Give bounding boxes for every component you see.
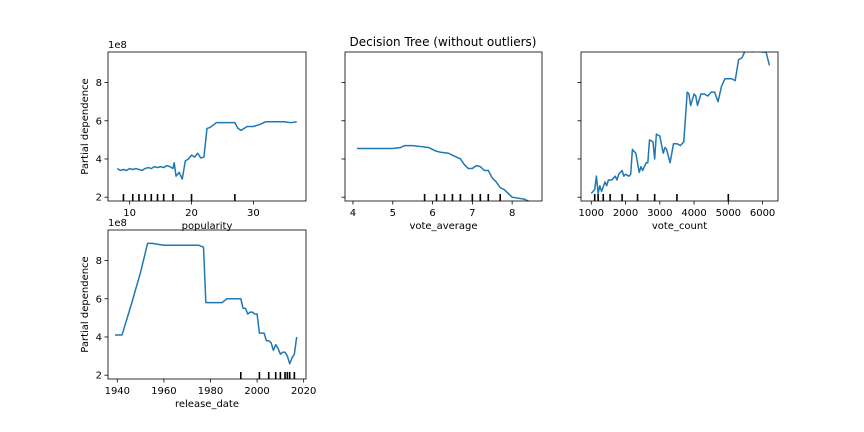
x-tick-label: 4: [350, 208, 356, 219]
partial-dependence-line: [116, 120, 297, 180]
x-tick-label: 10: [123, 208, 136, 219]
x-axis-label: release_date: [175, 399, 239, 410]
x-tick-label: 1960: [151, 386, 176, 397]
partial-dependence-line: [114, 242, 298, 365]
y-offset-label: 1e8: [108, 40, 127, 51]
partial-dependence-line: [590, 52, 771, 195]
panel-vote-average: 4 5 6 7 8 vote_average: [341, 51, 543, 232]
x-tick-label: 6: [429, 208, 435, 219]
x-tick-label: 1940: [105, 386, 130, 397]
y-tick-label: 6: [96, 294, 102, 305]
x-tick-label: 30: [247, 208, 260, 219]
figure-title: Decision Tree (without outliers): [350, 35, 537, 49]
x-tick-label: 2020: [291, 386, 316, 397]
y-tick-label: 2: [96, 193, 102, 204]
y-tick-label: 4: [96, 154, 102, 165]
x-tick-label: 5000: [716, 208, 741, 219]
x-tick-label: 5: [390, 208, 396, 219]
x-tick-label: 6000: [750, 208, 775, 219]
y-tick-label: 4: [96, 332, 102, 343]
x-tick-label: 2000: [613, 208, 638, 219]
x-tick-label: 8: [509, 208, 515, 219]
axes-frame: [107, 51, 307, 202]
x-axis-label: vote_average: [409, 221, 477, 232]
x-tick-label: 3000: [647, 208, 672, 219]
panel-release-date: 1940 1960 1980 2000 2020 2 4 6 8 release_date Part…: [80, 218, 316, 410]
x-tick-label: 1980: [198, 386, 223, 397]
y-axis-label: Partial dependence: [80, 256, 91, 352]
x-tick-label: 4000: [681, 208, 706, 219]
y-tick-label: 8: [96, 78, 102, 89]
axes-frame: [580, 51, 779, 202]
y-offset-label: 1e8: [108, 218, 127, 229]
panel-popularity: 10 20 30 2 4 6 8 popularity Partial dependence 1e…: [80, 40, 307, 232]
x-tick-label: 2000: [244, 386, 269, 397]
axes-frame: [107, 229, 307, 380]
y-axis-label: Partial dependence: [80, 78, 91, 174]
x-axis-label: popularity: [182, 221, 233, 232]
y-tick-label: 6: [96, 116, 102, 127]
partial-dependence-line: [356, 144, 530, 201]
axes-frame: [344, 51, 543, 202]
x-axis-label: vote_count: [652, 221, 707, 232]
x-tick-label: 7: [469, 208, 475, 219]
x-tick-label: 1000: [579, 208, 604, 219]
y-tick-label: 8: [96, 256, 102, 267]
panel-vote-count: 1000 2000 3000 4000 5000 6000 vote_count: [577, 51, 779, 232]
x-tick-label: 20: [185, 208, 198, 219]
y-tick-label: 2: [96, 371, 102, 382]
